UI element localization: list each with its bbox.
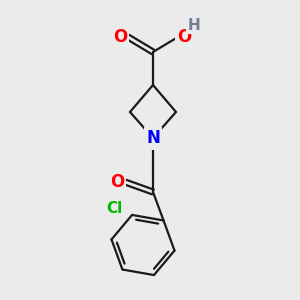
Text: Cl: Cl <box>106 201 122 216</box>
Text: O: O <box>177 28 191 46</box>
Text: H: H <box>188 17 200 32</box>
Text: O: O <box>113 28 127 46</box>
Text: O: O <box>110 173 124 191</box>
Text: N: N <box>146 129 160 147</box>
Text: N: N <box>146 129 160 147</box>
